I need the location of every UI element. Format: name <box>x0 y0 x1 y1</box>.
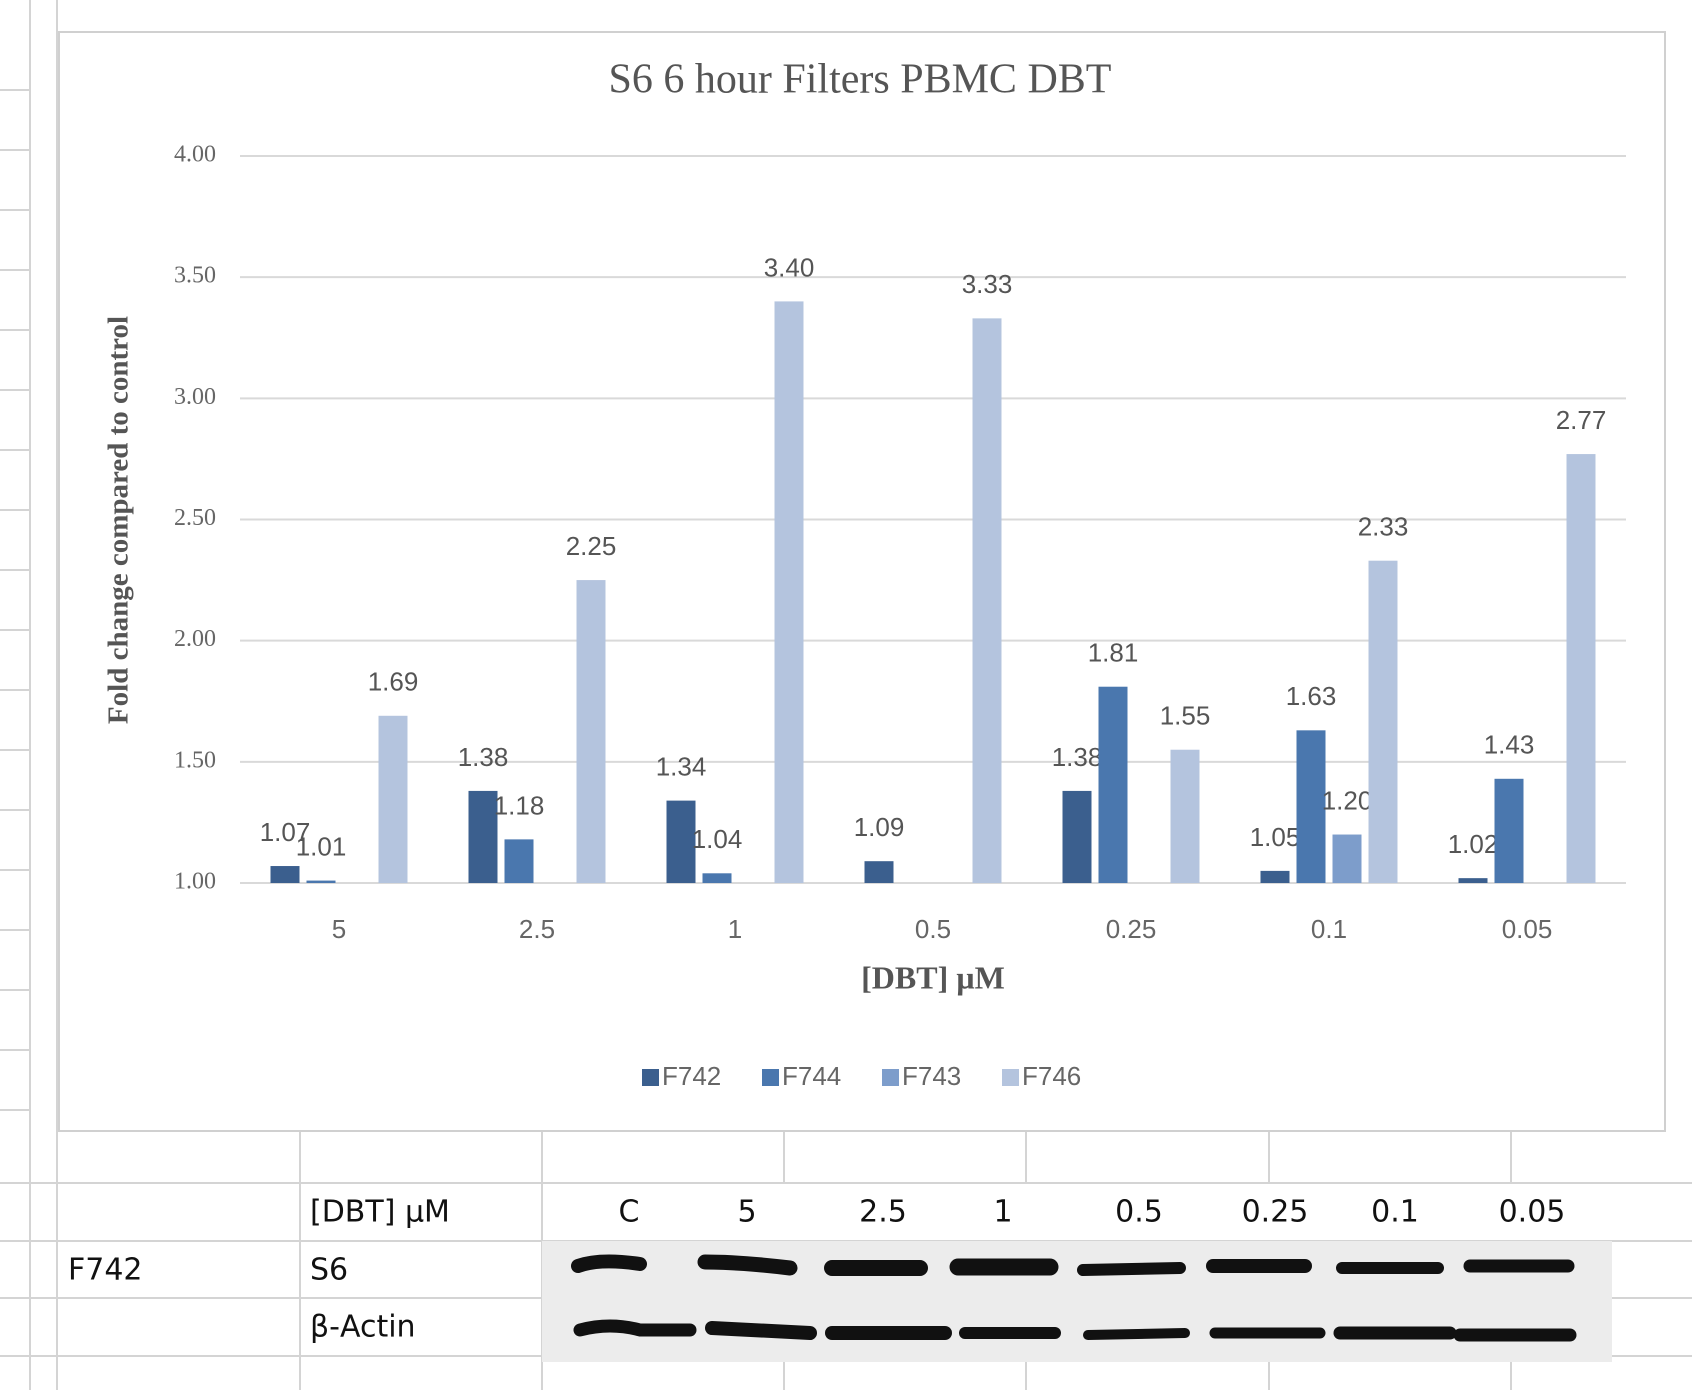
y-tick-label: 3.50 <box>174 263 216 289</box>
x-tick-label: 0.25 <box>1106 914 1157 944</box>
y-tick-label: 1.50 <box>174 747 216 773</box>
y-tick-label: 2.00 <box>174 626 216 652</box>
x-tick-label: 0.5 <box>915 914 951 944</box>
table-cell: β-Actin <box>310 1310 416 1345</box>
table-cell: F742 <box>68 1253 143 1288</box>
bar <box>1063 791 1092 883</box>
data-label: 1.20 <box>1322 785 1373 815</box>
legend-label: F744 <box>782 1061 841 1091</box>
bar <box>1459 878 1488 883</box>
data-label: 1.04 <box>692 824 743 854</box>
lane-label: 2.5 <box>859 1195 907 1230</box>
data-label: 1.18 <box>494 790 545 820</box>
bar <box>271 866 300 883</box>
bar <box>577 580 606 883</box>
lane-label: 5 <box>737 1195 756 1230</box>
data-label: 1.34 <box>656 751 707 781</box>
y-tick-label: 2.50 <box>174 505 216 531</box>
sheet-rows <box>0 90 30 1110</box>
legend-swatch <box>1002 1069 1019 1086</box>
lane-label: 0.1 <box>1371 1195 1419 1230</box>
x-tick-label: 0.1 <box>1311 914 1347 944</box>
bar <box>379 716 408 883</box>
data-label: 3.40 <box>764 252 815 282</box>
bar <box>1567 454 1596 883</box>
bar <box>865 861 894 883</box>
bar <box>703 873 732 883</box>
x-tick-label: 0.05 <box>1502 914 1553 944</box>
data-label: 3.33 <box>962 269 1013 299</box>
data-label: 1.01 <box>296 831 347 861</box>
data-label: 1.63 <box>1286 681 1337 711</box>
data-label: 1.38 <box>1052 742 1103 772</box>
legend-label: F742 <box>662 1061 721 1091</box>
bar <box>1369 561 1398 883</box>
bar <box>1495 779 1524 883</box>
data-label: 2.25 <box>566 531 617 561</box>
lane-label: 1 <box>993 1195 1012 1230</box>
table-header-cell: [DBT] µM <box>310 1195 450 1230</box>
x-axis-title: [DBT] µM <box>861 959 1005 995</box>
data-label: 1.69 <box>368 667 419 697</box>
x-tick-label: 5 <box>332 914 346 944</box>
bar <box>775 301 804 883</box>
legend-swatch <box>762 1069 779 1086</box>
chart-title: S6 6 hour Filters PBMC DBT <box>609 57 1112 103</box>
y-tick-label: 1.00 <box>174 869 216 895</box>
legend-label: F746 <box>1022 1061 1081 1091</box>
data-label: 2.33 <box>1358 512 1409 542</box>
y-axis-title: Fold change compared to control <box>103 316 135 724</box>
lane-label: 0.25 <box>1242 1195 1309 1230</box>
y-tick-label: 4.00 <box>174 142 216 168</box>
data-label: 1.55 <box>1160 701 1211 731</box>
bar <box>505 839 534 883</box>
legend-swatch <box>882 1069 899 1086</box>
lane-label: 0.5 <box>1115 1195 1163 1230</box>
legend-label: F743 <box>902 1061 961 1091</box>
bar <box>973 318 1002 883</box>
bar <box>307 881 336 883</box>
data-label: 1.81 <box>1088 638 1139 668</box>
y-tick-label: 3.00 <box>174 384 216 410</box>
data-label: 1.05 <box>1250 822 1301 852</box>
data-label: 1.43 <box>1484 730 1535 760</box>
table-cell: S6 <box>310 1253 348 1288</box>
bar <box>1171 750 1200 883</box>
bar <box>1261 871 1290 883</box>
lane-label: C <box>619 1195 640 1230</box>
data-label: 1.02 <box>1448 829 1499 859</box>
bar <box>1099 687 1128 883</box>
data-label: 1.09 <box>854 812 905 842</box>
bar <box>1333 835 1362 883</box>
spreadsheet: S6 6 hour Filters PBMC DBT Fold change c… <box>0 0 1692 1390</box>
lane-label: 0.05 <box>1499 1195 1566 1230</box>
x-tick-label: 1 <box>728 914 742 944</box>
legend-swatch <box>642 1069 659 1086</box>
x-tick-label: 2.5 <box>519 914 555 944</box>
data-label: 2.77 <box>1556 405 1607 435</box>
data-label: 1.38 <box>458 742 509 772</box>
lane-labels: C 5 2.5 1 0.5 0.25 0.1 0.05 <box>619 1195 1566 1230</box>
